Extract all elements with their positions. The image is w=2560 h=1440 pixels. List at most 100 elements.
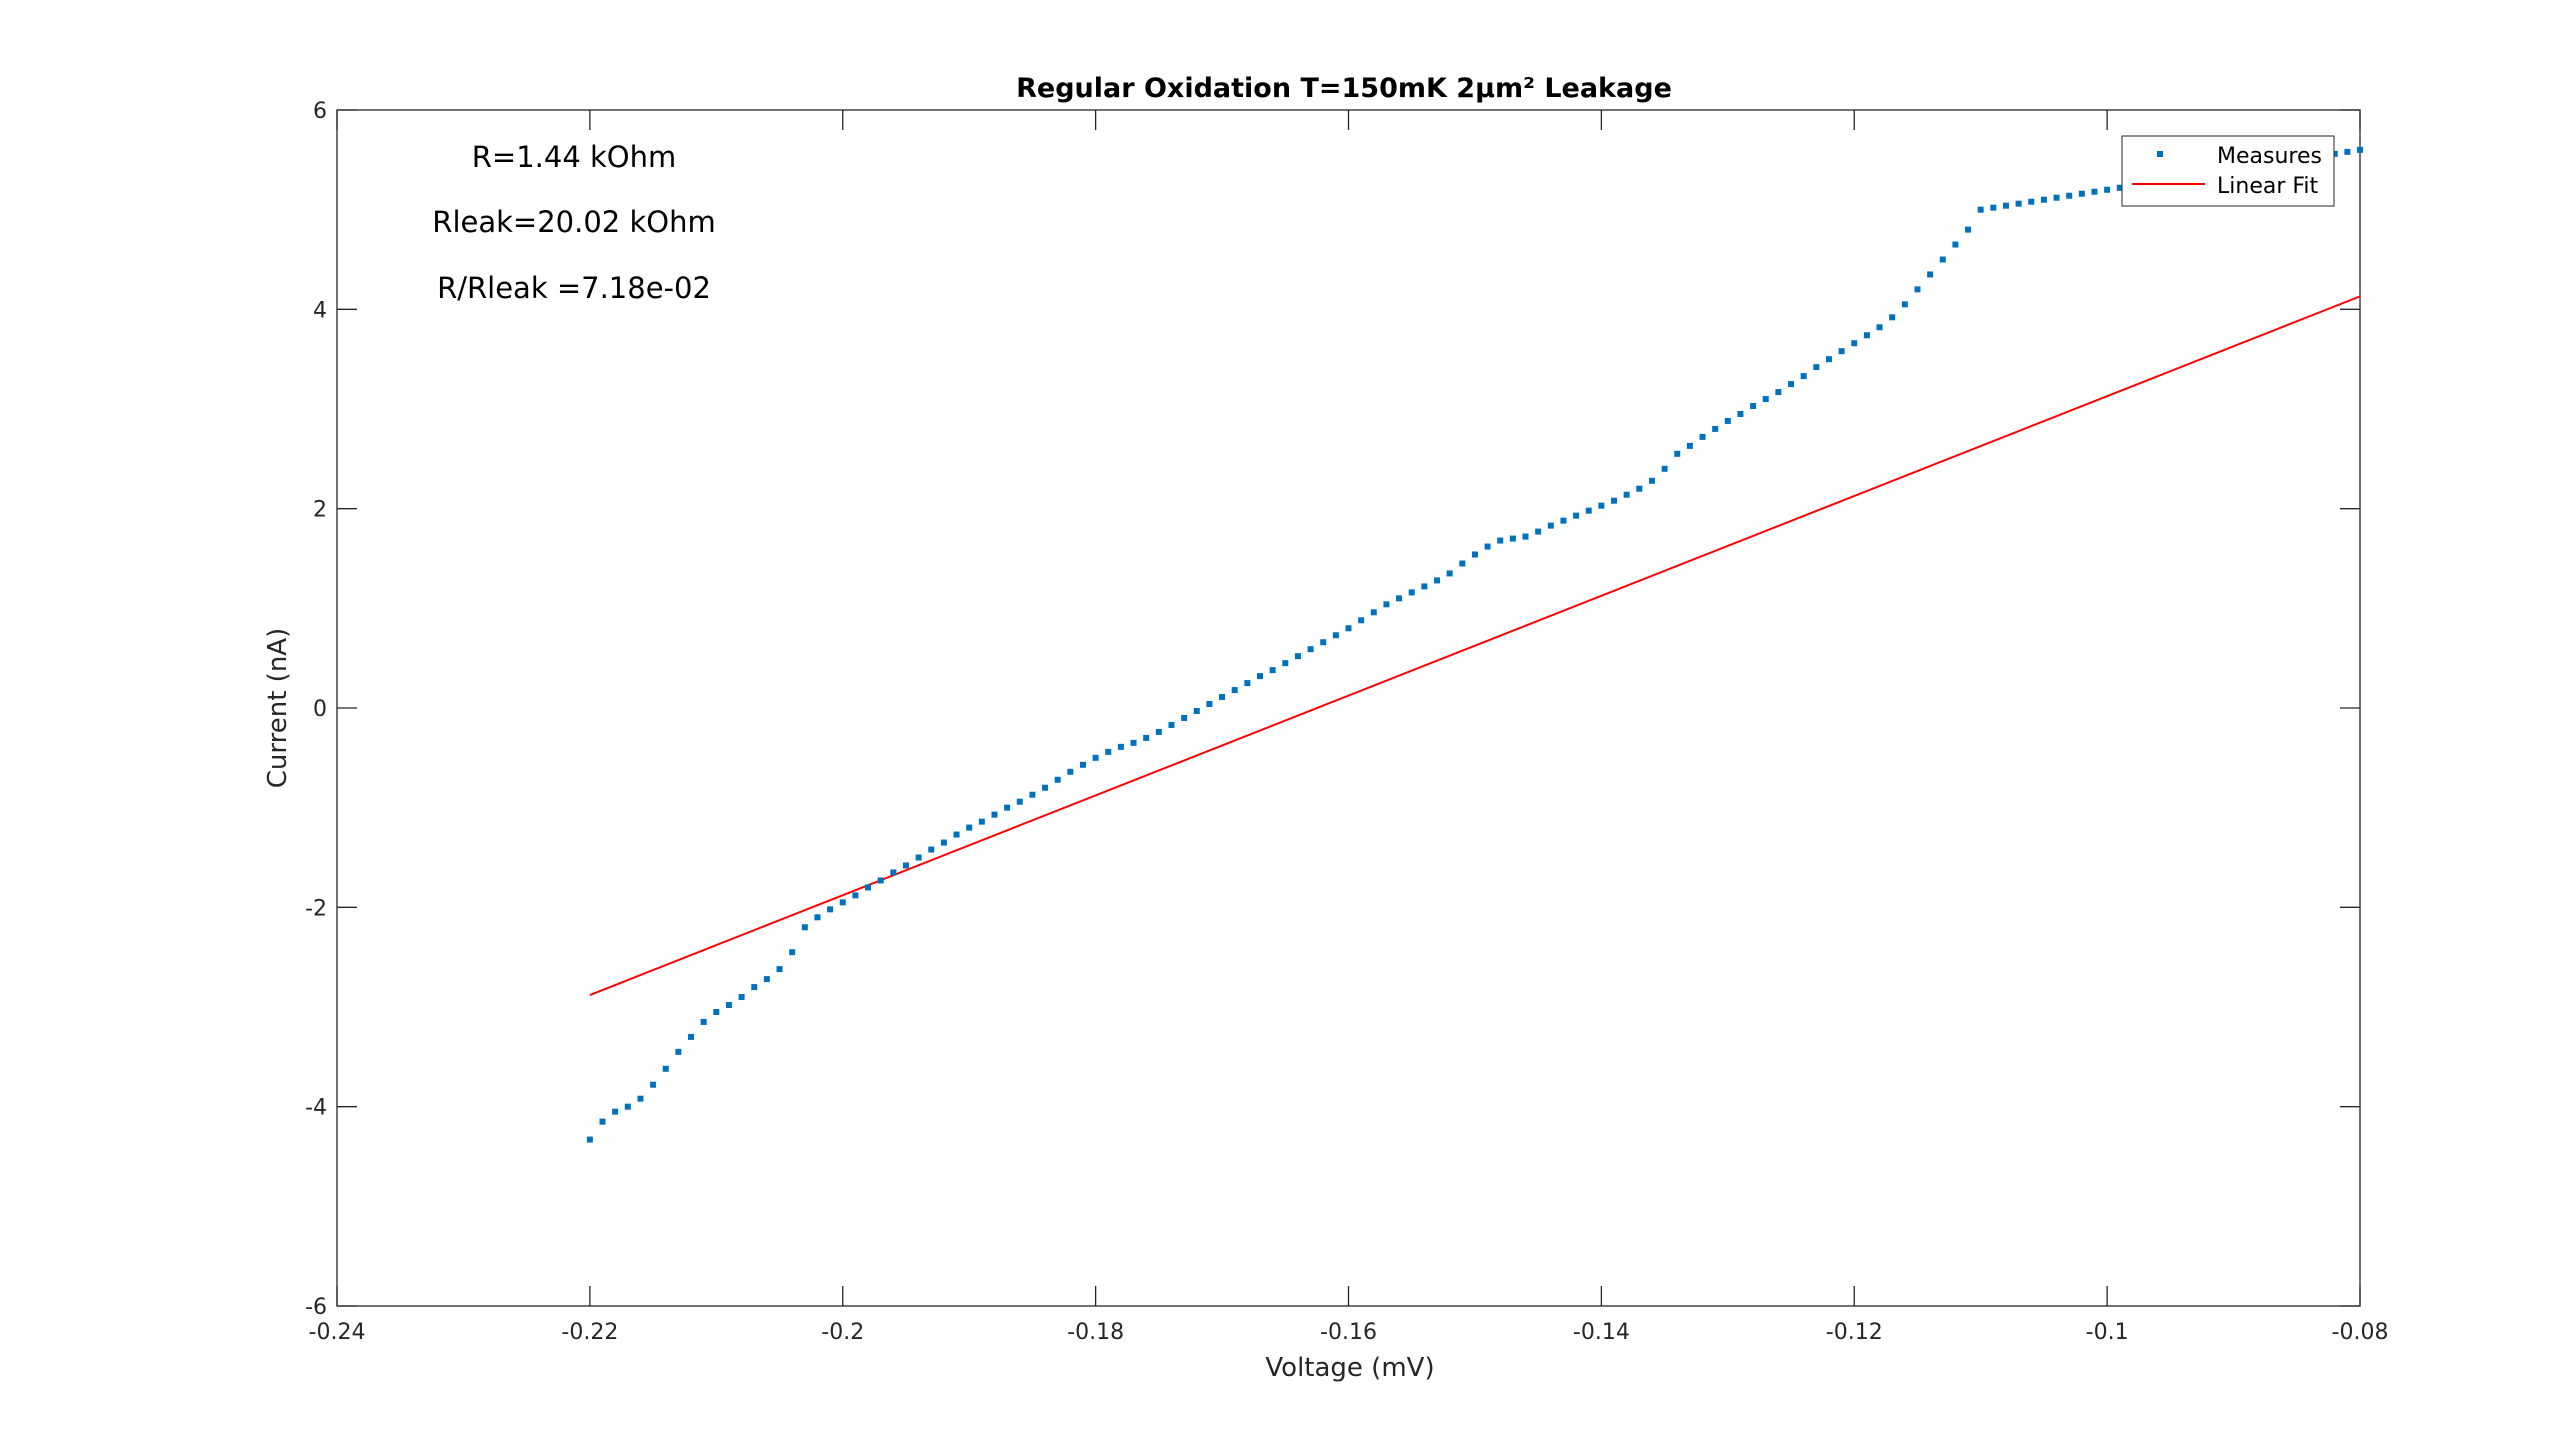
measure-point: [1130, 739, 1137, 746]
measure-point: [1383, 601, 1390, 608]
measure-point: [599, 1118, 606, 1125]
measure-point: [1181, 714, 1188, 721]
plot-area: [336, 109, 2361, 1307]
legend-measures-marker: [2157, 151, 2163, 157]
fit-line: [589, 295, 2361, 996]
x-tick-label: -0.08: [2332, 1320, 2389, 1345]
measure-point: [624, 1103, 631, 1110]
measure-point: [928, 846, 935, 853]
measure-point: [688, 1033, 695, 1040]
measure-point: [1370, 609, 1377, 616]
measure-point: [2091, 188, 2098, 195]
measure-point: [1231, 687, 1238, 694]
measure-point: [713, 1008, 720, 1015]
y-tick-label: -2: [305, 896, 327, 921]
x-tick-label: -0.12: [1826, 1320, 1883, 1345]
measure-point: [1029, 791, 1036, 798]
fit-line-layer: [589, 295, 2361, 996]
x-tick-label: -0.22: [561, 1320, 618, 1345]
measure-point: [839, 899, 846, 906]
measure-point: [1155, 728, 1162, 735]
measure-point: [1358, 617, 1365, 624]
measure-point: [725, 1002, 732, 1009]
measure-point: [1611, 497, 1618, 504]
measure-point: [1825, 356, 1832, 363]
y-tick-label: 6: [313, 99, 327, 124]
measure-point: [1016, 798, 1023, 805]
measure-point: [1573, 512, 1580, 519]
measure-point: [1004, 804, 1011, 811]
x-tick-label: -0.24: [309, 1320, 366, 1345]
measure-point: [637, 1095, 644, 1102]
measure-point: [1459, 560, 1466, 567]
measure-point: [1851, 340, 1858, 347]
measure-point: [1788, 381, 1795, 388]
measure-point: [1813, 364, 1820, 371]
chart-title: Regular Oxidation T=150mK 2µm² Leakage: [1016, 73, 1672, 104]
measure-point: [1952, 241, 1959, 248]
measure-point: [1762, 396, 1769, 403]
x-axis-ticks: -0.24 -0.22 -0.2 -0.18 -0.16 -0.14 -0.12 -0.1 -0…: [309, 110, 2389, 1345]
measure-point: [1775, 389, 1782, 396]
measure-point: [1965, 226, 1972, 233]
measure-point: [1244, 680, 1251, 687]
measure-point: [612, 1108, 619, 1115]
measure-point: [1674, 450, 1681, 457]
x-axis-label: Voltage (mV): [1265, 1353, 1434, 1383]
measure-point: [1434, 577, 1441, 584]
measure-point: [1547, 522, 1554, 529]
measure-point: [2116, 184, 2123, 191]
legend-box: [2121, 135, 2335, 207]
measure-point: [1256, 673, 1263, 680]
measure-point: [1800, 373, 1807, 380]
annotation-rleak: Rleak=20.02 kOhm: [432, 205, 715, 239]
y-tick-label: -4: [305, 1096, 327, 1121]
measure-point: [915, 854, 922, 861]
measure-point: [1750, 403, 1757, 410]
measure-point: [1901, 301, 1908, 308]
measure-point: [1396, 595, 1403, 602]
measure-point: [1294, 653, 1301, 660]
measure-point: [852, 892, 859, 899]
measure-point: [1282, 660, 1289, 667]
measure-point: [776, 966, 783, 973]
measure-point: [1079, 761, 1086, 768]
measure-point: [1193, 707, 1200, 714]
x-tick-label: -0.18: [1067, 1320, 1124, 1345]
annotation-r: R=1.44 kOhm: [472, 140, 677, 174]
measure-point: [1889, 314, 1896, 321]
measure-point: [1661, 465, 1668, 472]
legend: Measures Linear Fit: [2121, 135, 2335, 207]
measure-point: [1914, 286, 1921, 293]
measure-point: [789, 949, 796, 956]
measure-point: [1332, 632, 1339, 639]
measure-point: [2028, 198, 2035, 205]
measure-point: [738, 994, 745, 1001]
measure-point: [2053, 194, 2060, 201]
measure-point: [1927, 271, 1934, 278]
measure-point: [1863, 332, 1870, 339]
annotation-block: R=1.44 kOhm Rleak=20.02 kOhm R/Rleak =7.…: [432, 140, 715, 305]
measure-point: [1471, 551, 1478, 558]
measure-point: [1636, 485, 1643, 492]
y-tick-label: -6: [305, 1295, 327, 1320]
y-tick-label: 2: [313, 498, 327, 523]
measure-point: [1699, 433, 1706, 440]
measure-point: [877, 877, 884, 884]
measure-point: [675, 1048, 682, 1055]
measure-point: [1724, 417, 1731, 424]
measure-point: [966, 824, 973, 831]
measure-point: [1876, 324, 1883, 331]
measure-point: [1105, 748, 1112, 755]
measure-point: [1598, 502, 1605, 509]
x-tick-label: -0.2: [821, 1320, 864, 1345]
measure-point: [1497, 537, 1504, 544]
measure-point: [1042, 784, 1049, 791]
measure-point: [1585, 507, 1592, 514]
measure-point: [1320, 639, 1327, 646]
measure-point: [1143, 734, 1150, 741]
annotation-ratio: R/Rleak =7.18e-02: [437, 271, 711, 305]
measure-point: [1168, 721, 1175, 728]
measure-point: [2002, 202, 2009, 209]
measure-point: [902, 862, 909, 869]
